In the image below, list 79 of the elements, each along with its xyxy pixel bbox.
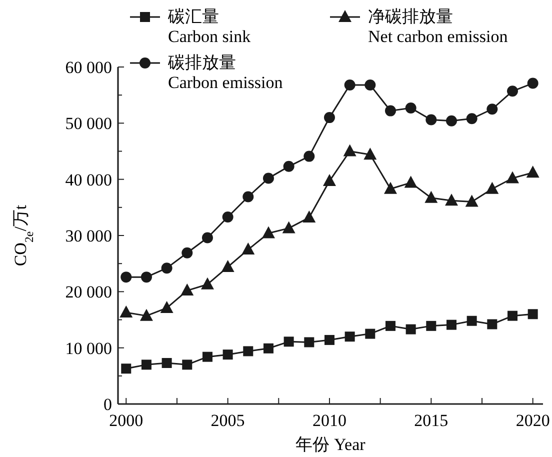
y-tick-label: 60 000 [65, 58, 112, 77]
point [364, 79, 376, 90]
y-tick-label: 50 000 [65, 114, 112, 134]
point [466, 113, 478, 124]
point [426, 320, 436, 331]
point [528, 309, 538, 320]
point [446, 115, 457, 126]
point [282, 221, 296, 234]
point [120, 305, 133, 318]
legend-label: 碳排放量 Carbon emission [167, 53, 284, 92]
point [322, 174, 336, 186]
point [527, 78, 538, 89]
point [466, 316, 477, 326]
point [262, 226, 275, 238]
point [364, 148, 377, 160]
point [526, 166, 540, 178]
point [140, 308, 153, 321]
x-tick-label: 2015 [414, 411, 448, 430]
point [283, 160, 294, 172]
point [446, 320, 456, 330]
point [202, 232, 213, 244]
point [343, 144, 356, 156]
point [404, 176, 418, 188]
point [242, 191, 254, 202]
y-tick-label: 0 [104, 395, 112, 414]
point [344, 79, 356, 90]
y-tick-label: 30 000 [65, 226, 112, 246]
point [486, 182, 499, 194]
legend-label: 碳汇量 Carbon sink [167, 7, 252, 46]
point [262, 172, 274, 184]
point [284, 336, 294, 347]
point [160, 300, 174, 313]
point [384, 182, 397, 194]
point [486, 104, 498, 115]
point [426, 114, 437, 126]
point [384, 105, 396, 116]
point [424, 190, 438, 203]
x-tick-label: 2000 [109, 411, 144, 430]
point [221, 260, 234, 272]
x-tick-label: 2020 [516, 411, 550, 430]
point [304, 337, 314, 348]
point [508, 310, 518, 321]
point [302, 210, 316, 223]
point [385, 320, 396, 331]
x-tick-label: 2010 [312, 411, 346, 430]
point [180, 284, 194, 296]
point [202, 352, 212, 362]
point [222, 350, 233, 360]
point [304, 150, 315, 162]
point [507, 86, 518, 97]
point [506, 171, 519, 184]
point [465, 194, 478, 207]
point [242, 242, 255, 255]
point [140, 272, 152, 283]
point [324, 112, 335, 124]
point [161, 262, 172, 274]
point [406, 324, 416, 334]
point [200, 277, 214, 290]
point [182, 360, 192, 370]
point [120, 272, 132, 283]
point [324, 334, 334, 345]
point [444, 194, 458, 206]
y-tick-label: 40 000 [65, 170, 112, 190]
point [222, 211, 234, 222]
y-tick-label: 10 000 [65, 338, 112, 358]
point [141, 360, 152, 370]
y-tick-label: 20 000 [65, 282, 112, 302]
point [487, 319, 498, 330]
point [365, 328, 376, 339]
legend-label: 净碳排放量 Net carbon emission [368, 7, 508, 46]
point [263, 343, 274, 354]
x-axis-title: 年份 Year [296, 435, 366, 454]
x-tick-label: 2005 [210, 411, 245, 430]
point [121, 364, 132, 374]
point [182, 247, 193, 258]
point [162, 358, 172, 368]
point [405, 102, 416, 114]
point [243, 346, 254, 356]
point [344, 332, 355, 342]
